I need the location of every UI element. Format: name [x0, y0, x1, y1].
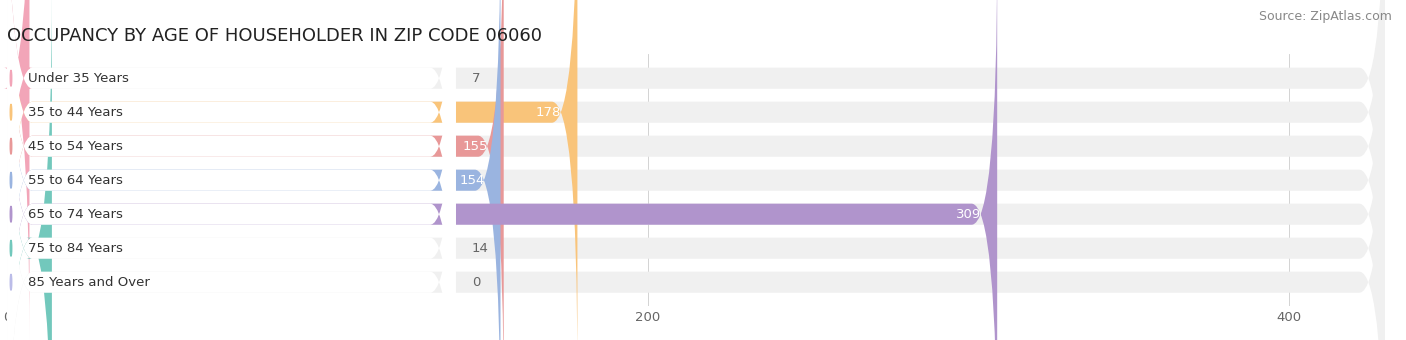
- Circle shape: [10, 104, 11, 120]
- Text: 155: 155: [463, 140, 488, 153]
- Circle shape: [10, 240, 11, 256]
- FancyBboxPatch shape: [7, 0, 1385, 340]
- FancyBboxPatch shape: [7, 0, 456, 340]
- FancyBboxPatch shape: [7, 0, 1385, 340]
- FancyBboxPatch shape: [7, 0, 456, 340]
- Circle shape: [10, 138, 11, 154]
- FancyBboxPatch shape: [7, 21, 456, 340]
- FancyBboxPatch shape: [7, 0, 456, 340]
- Text: 178: 178: [536, 106, 561, 119]
- Text: Source: ZipAtlas.com: Source: ZipAtlas.com: [1258, 10, 1392, 23]
- Text: 14: 14: [471, 242, 488, 255]
- FancyBboxPatch shape: [7, 21, 1385, 340]
- FancyBboxPatch shape: [7, 0, 503, 340]
- Text: OCCUPANCY BY AGE OF HOUSEHOLDER IN ZIP CODE 06060: OCCUPANCY BY AGE OF HOUSEHOLDER IN ZIP C…: [7, 27, 543, 45]
- Text: 7: 7: [471, 72, 481, 85]
- Text: 0: 0: [471, 276, 479, 289]
- FancyBboxPatch shape: [7, 0, 997, 340]
- Text: 154: 154: [460, 174, 485, 187]
- Text: 45 to 54 Years: 45 to 54 Years: [28, 140, 122, 153]
- FancyBboxPatch shape: [7, 0, 578, 340]
- FancyBboxPatch shape: [7, 0, 52, 340]
- FancyBboxPatch shape: [7, 0, 456, 340]
- Text: 65 to 74 Years: 65 to 74 Years: [28, 208, 122, 221]
- Text: 35 to 44 Years: 35 to 44 Years: [28, 106, 122, 119]
- Text: Under 35 Years: Under 35 Years: [28, 72, 128, 85]
- FancyBboxPatch shape: [7, 0, 1385, 340]
- Circle shape: [10, 172, 11, 188]
- FancyBboxPatch shape: [4, 0, 32, 340]
- Text: 55 to 64 Years: 55 to 64 Years: [28, 174, 122, 187]
- Text: 85 Years and Over: 85 Years and Over: [28, 276, 149, 289]
- FancyBboxPatch shape: [7, 0, 1385, 340]
- FancyBboxPatch shape: [7, 0, 1385, 340]
- Text: 75 to 84 Years: 75 to 84 Years: [28, 242, 122, 255]
- Circle shape: [10, 70, 11, 86]
- Text: 309: 309: [956, 208, 981, 221]
- FancyBboxPatch shape: [7, 0, 501, 340]
- FancyBboxPatch shape: [7, 0, 456, 340]
- FancyBboxPatch shape: [7, 0, 1385, 340]
- Circle shape: [10, 206, 11, 222]
- Circle shape: [10, 274, 11, 290]
- FancyBboxPatch shape: [7, 0, 456, 340]
